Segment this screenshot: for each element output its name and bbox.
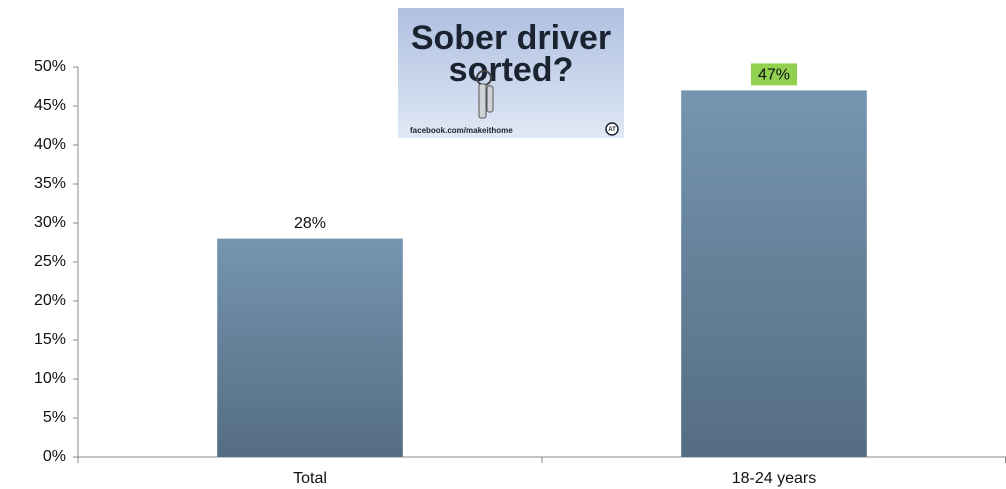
inset-headline: Sober driver	[411, 19, 611, 57]
keys-icon	[476, 70, 494, 119]
x-tick-label: 18-24 years	[732, 470, 817, 487]
value-label-background	[751, 63, 797, 86]
y-tick-label: 40%	[34, 136, 66, 153]
bar	[217, 238, 403, 457]
y-tick-label: 5%	[43, 409, 66, 426]
y-tick-label: 15%	[34, 331, 66, 348]
inset-background	[398, 8, 624, 138]
y-tick-label: 50%	[34, 58, 66, 75]
y-tick-label: 35%	[34, 175, 66, 192]
inset-logo: AT	[608, 127, 616, 133]
y-tick-label: 25%	[34, 253, 66, 270]
y-tick-label: 20%	[34, 292, 66, 309]
y-tick-label: 10%	[34, 370, 66, 387]
y-tick-label: 30%	[34, 214, 66, 231]
y-tick-label: 45%	[34, 97, 66, 114]
bar	[681, 90, 867, 458]
inset-url: facebook.com/makeithome	[410, 126, 513, 135]
inset-headline: sorted?	[449, 51, 574, 89]
x-tick-label: Total	[293, 470, 327, 487]
value-label: 47%	[758, 67, 790, 84]
inset-image: Sober driver sorted? facebook.com/makeit…	[398, 8, 624, 138]
value-label: 28%	[294, 215, 326, 232]
y-tick-label: 0%	[43, 448, 66, 465]
logo-circle	[605, 122, 619, 136]
